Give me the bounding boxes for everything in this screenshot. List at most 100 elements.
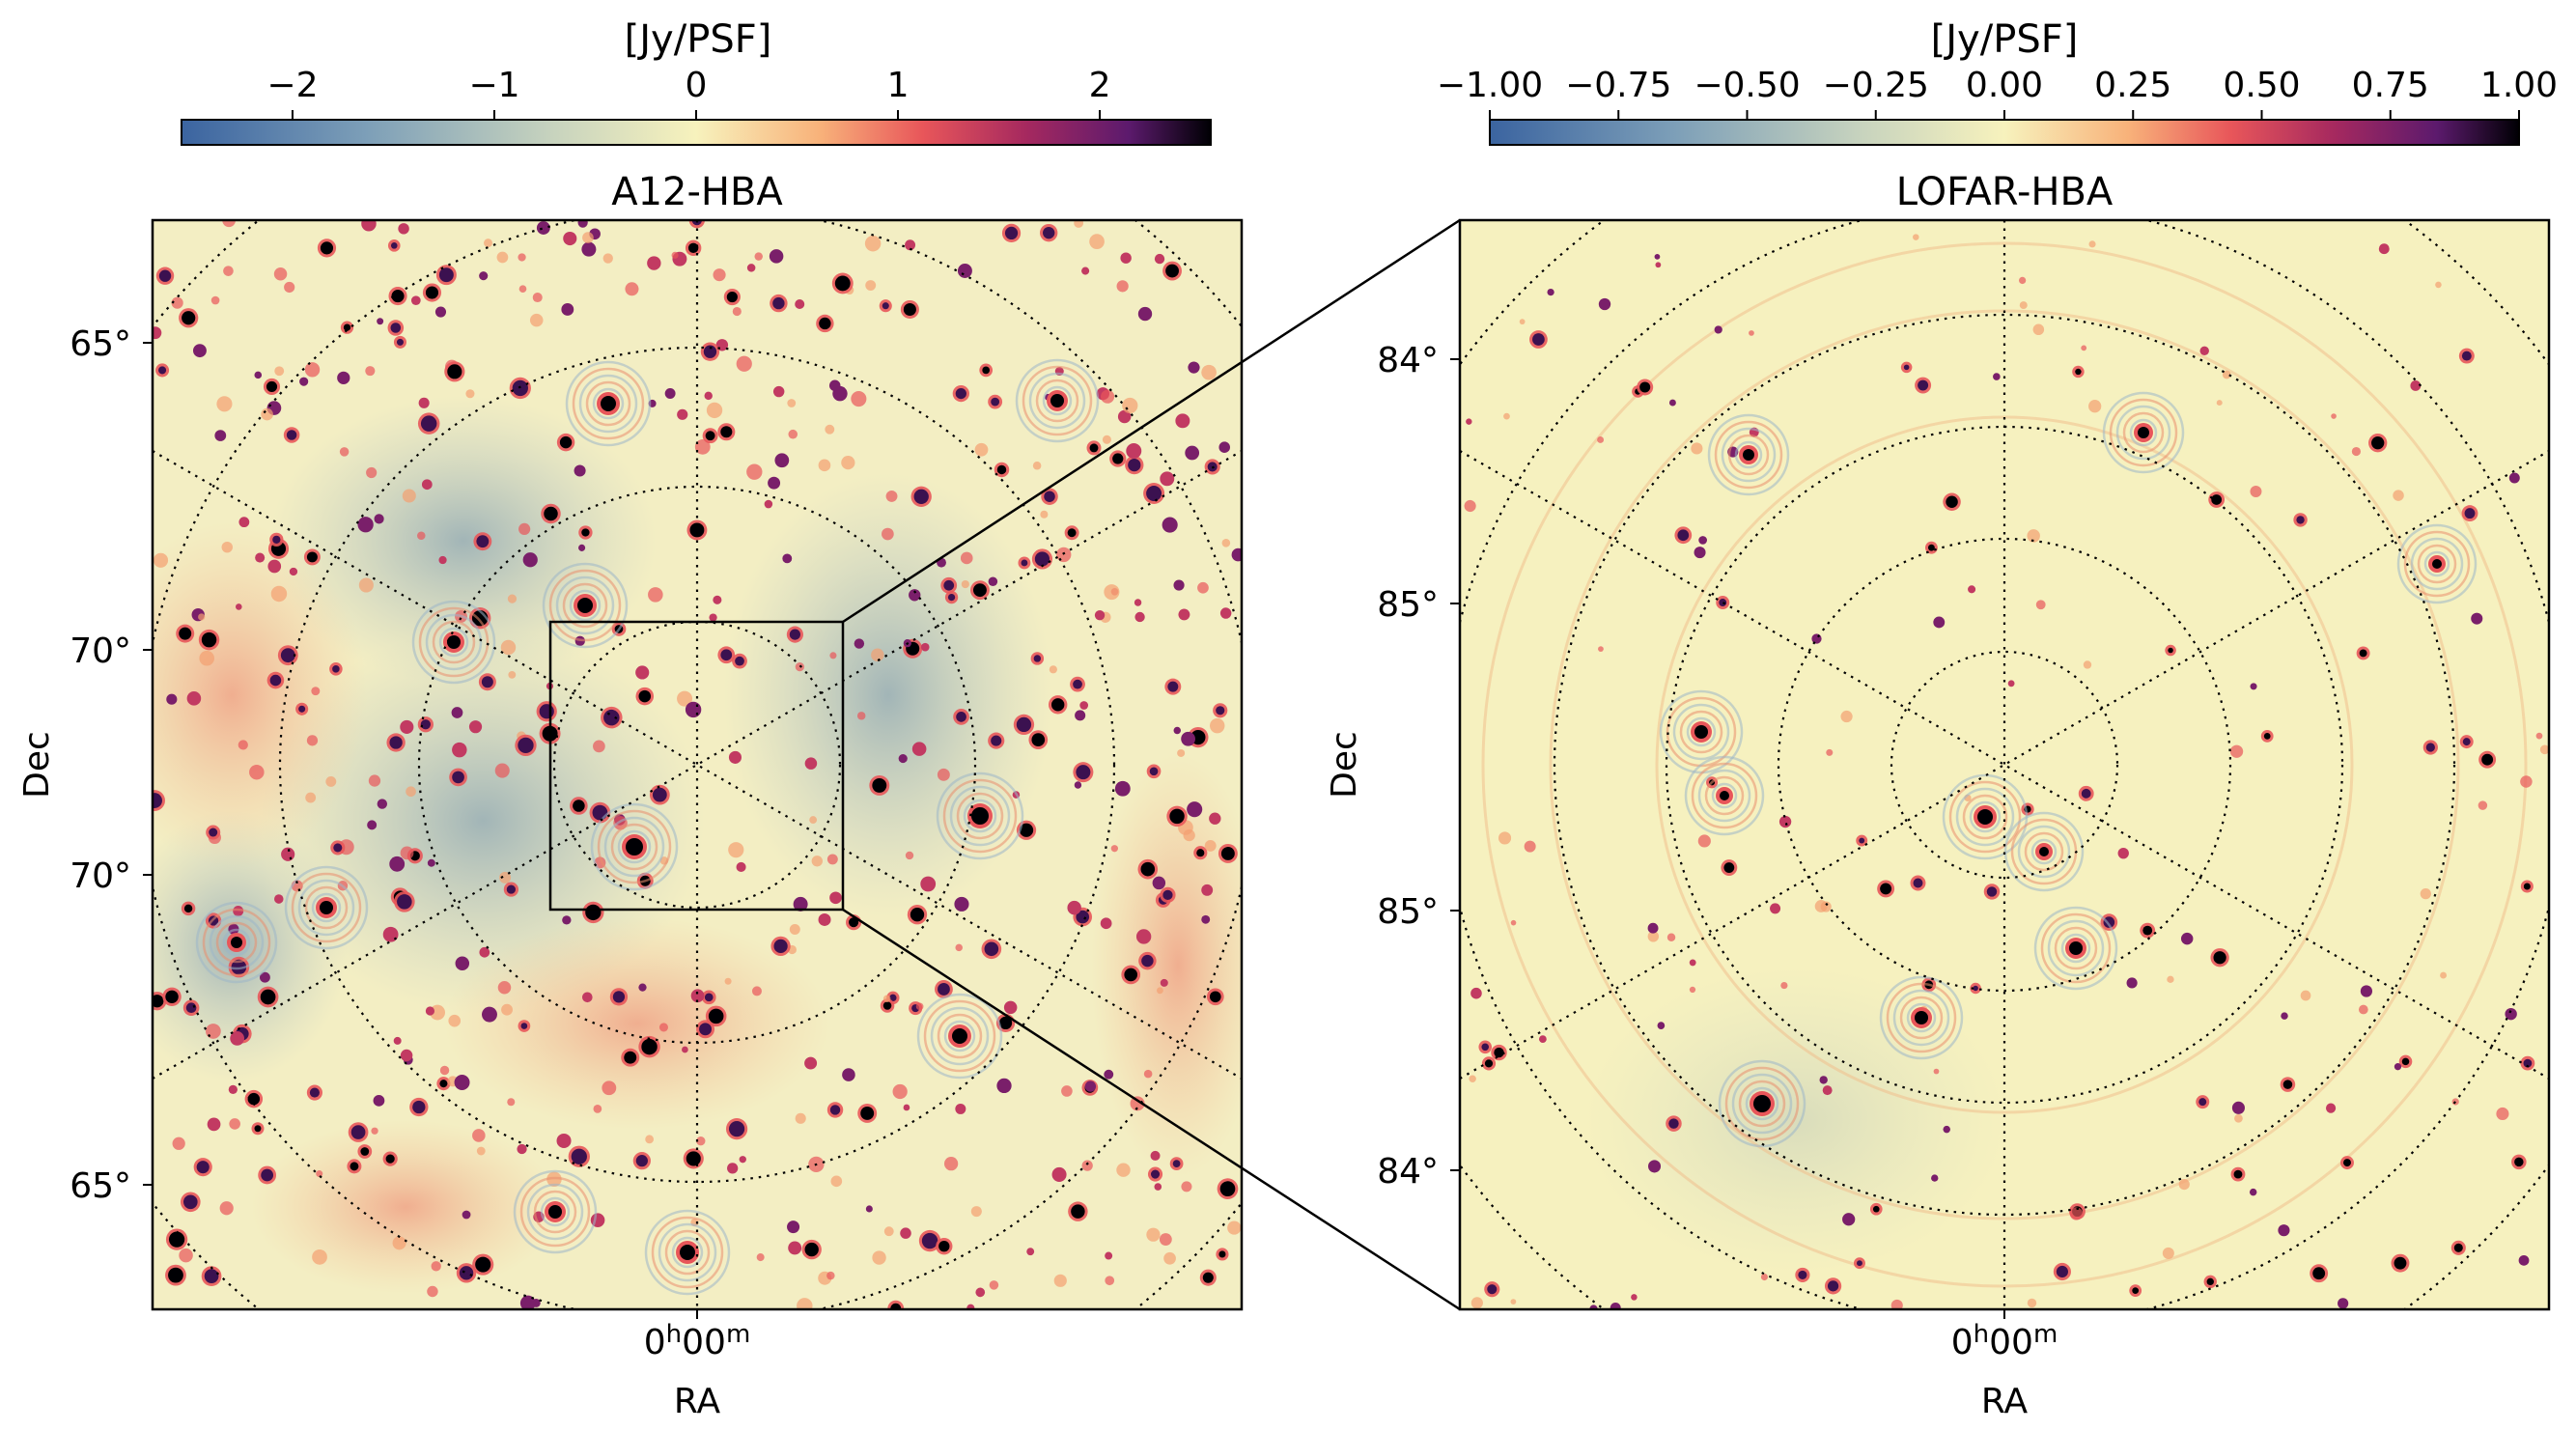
radio-source [943,1157,959,1171]
radio-source [1067,528,1077,538]
radio-source [368,774,381,787]
radio-source [638,689,652,703]
radio-source [2331,413,2337,419]
radio-source [724,977,732,985]
radio-source [158,366,167,375]
source-ring [1711,782,1738,809]
radio-source [389,736,403,749]
radio-source [210,295,220,305]
bright-source [577,598,593,613]
source-ring [1727,434,1770,476]
radio-source [519,1295,536,1309]
radio-source [1946,495,1958,509]
radio-source [905,851,914,860]
bright-source [2432,559,2442,569]
radio-source [996,464,1007,475]
radio-source [332,665,340,673]
right-xlabel: RA [1981,1382,2029,1421]
radio-source [773,939,788,954]
radio-source [751,986,762,996]
radio-source [425,1006,435,1016]
radio-source [860,1107,875,1120]
radio-source [406,786,416,798]
radio-source [582,232,594,243]
radio-source [2081,345,2087,351]
radio-source [1076,910,1090,924]
source-ring [1697,769,1751,823]
radio-source [856,712,866,720]
radio-source [216,396,233,412]
radio-source [903,302,916,317]
radio-source [1927,544,1935,551]
radio-source [1094,609,1106,621]
radio-source [206,1024,221,1039]
radio-source [2523,883,2531,890]
radio-source [1691,442,1703,455]
radio-source [652,787,667,802]
bright-source [2138,427,2149,438]
radio-source [1197,581,1209,594]
radio-source [1227,1221,1242,1235]
radio-source [889,994,897,1002]
radio-source [739,1156,746,1164]
radio-source [841,456,855,470]
radio-source [736,355,752,372]
radio-source [955,387,966,400]
radio-source [900,1227,911,1239]
radio-source [2420,887,2431,900]
radio-source [539,704,554,719]
radio-source [728,842,744,858]
radio-source [756,1253,765,1262]
radio-source [1073,679,1082,689]
radio-source [171,296,183,309]
radio-source [787,399,797,407]
radio-source [2296,516,2305,524]
radio-source [299,377,309,386]
radio-source [2027,1298,2037,1308]
radio-source [1154,1183,1162,1191]
radio-source [1466,418,1472,425]
radio-source [1918,379,1929,391]
radio-source [1220,847,1235,860]
radio-source [1105,1276,1115,1286]
radio-source [2360,985,2373,997]
radio-source [593,1105,602,1113]
source-ring [597,809,672,884]
radio-source [592,804,608,821]
radio-source [562,915,572,925]
radio-source [966,1304,975,1309]
radio-source [1032,462,1042,470]
radio-source [720,426,733,438]
right-dec-tick-1: 84° [1377,341,1439,380]
radio-source [834,275,851,292]
radio-source [2088,400,2102,413]
radio-source [1677,529,1690,542]
radio-source [153,995,164,1008]
source-ring [916,993,1003,1080]
radio-source [1993,373,2001,380]
radio-source [1218,1250,1226,1258]
radio-source [1464,499,1476,513]
source-ring [2040,912,2112,984]
radio-source [1931,1174,1939,1182]
source-ring [1745,1086,1779,1121]
radio-source [366,466,378,479]
radio-source [2410,380,2422,391]
radio-source [1647,922,1659,934]
radio-source [974,442,989,457]
radio-source [1484,1059,1494,1068]
radio-source [829,891,842,905]
radio-source [864,236,882,252]
radio-source [532,292,543,303]
radio-source [1890,1299,1903,1309]
radio-source [2359,649,2367,658]
radio-source [306,551,318,563]
radio-source [871,648,884,662]
radio-source [1668,1118,1679,1129]
left-colorbar: [Jy/PSF] −2 −1 0 1 2 [181,17,1212,146]
radio-source [989,1280,999,1290]
radio-source [1124,968,1138,982]
radio-source [165,990,179,1004]
radio-source [518,737,534,754]
radio-source [1986,886,1998,897]
